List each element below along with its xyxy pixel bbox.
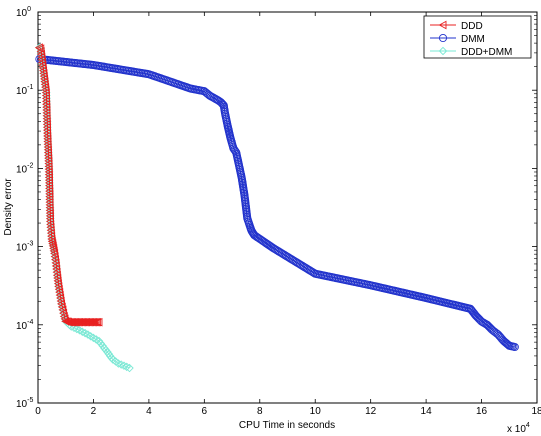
y-tick-label: 10-4: [16, 319, 33, 332]
x-tick-label: 8: [257, 406, 263, 417]
y-tick-label: 100: [16, 6, 31, 19]
legend-label: DMM: [461, 34, 485, 45]
legend-marker: [438, 20, 447, 30]
data-point: [119, 361, 129, 370]
x-tick-label: 6: [202, 406, 208, 417]
data-point: [90, 317, 99, 327]
legend-marker: [438, 46, 448, 56]
data-point: [49, 246, 58, 256]
data-point: [69, 323, 79, 333]
data-point: [203, 89, 212, 98]
data-point: [94, 317, 103, 327]
legend-label: DDD+DMM: [461, 47, 512, 58]
data-point: [122, 362, 131, 372]
series-dmm: [35, 55, 519, 352]
data-point: [59, 312, 68, 321]
data-point: [47, 236, 56, 246]
data-point: [88, 317, 97, 327]
x-axis-label: CPU Time in seconds: [239, 420, 335, 431]
x-tick-label: 0: [35, 406, 41, 417]
data-point: [125, 363, 134, 373]
x-tick-label: 16: [476, 406, 488, 417]
plot-area: [37, 11, 538, 404]
x-tick-label: 12: [365, 406, 377, 417]
y-axis-label: Density error: [3, 178, 14, 236]
x-multiplier-label: x 104: [507, 422, 530, 435]
data-point: [72, 324, 82, 334]
legend-label: DDD: [461, 21, 483, 32]
data-point: [47, 234, 56, 244]
x-tick-label: 14: [421, 406, 433, 417]
legend-marker: [438, 33, 448, 43]
data-point: [48, 239, 57, 248]
data-point: [114, 359, 123, 368]
legend: DDD DMM DDD+DMM: [423, 15, 532, 59]
data-point: [93, 317, 102, 327]
data-point: [116, 360, 126, 369]
x-tick-label: 10: [310, 406, 322, 417]
x-tick-label: 2: [91, 406, 97, 417]
data-point: [48, 241, 57, 251]
data-point: [49, 244, 58, 253]
y-tick-label: 10-3: [16, 241, 33, 254]
x-axis-ticks: 0 2 4 6 8 10 12 14 16 18: [35, 12, 541, 417]
y-tick-label: 10-5: [16, 397, 33, 410]
data-point: [91, 317, 100, 327]
series-layer: [34, 43, 519, 373]
y-tick-label: 10-2: [16, 162, 33, 175]
y-tick-label: 10-1: [16, 84, 33, 97]
x-tick-label: 4: [146, 406, 152, 417]
series-ddd: [34, 43, 103, 327]
x-tick-label: 18: [531, 406, 541, 417]
data-point: [510, 342, 519, 352]
